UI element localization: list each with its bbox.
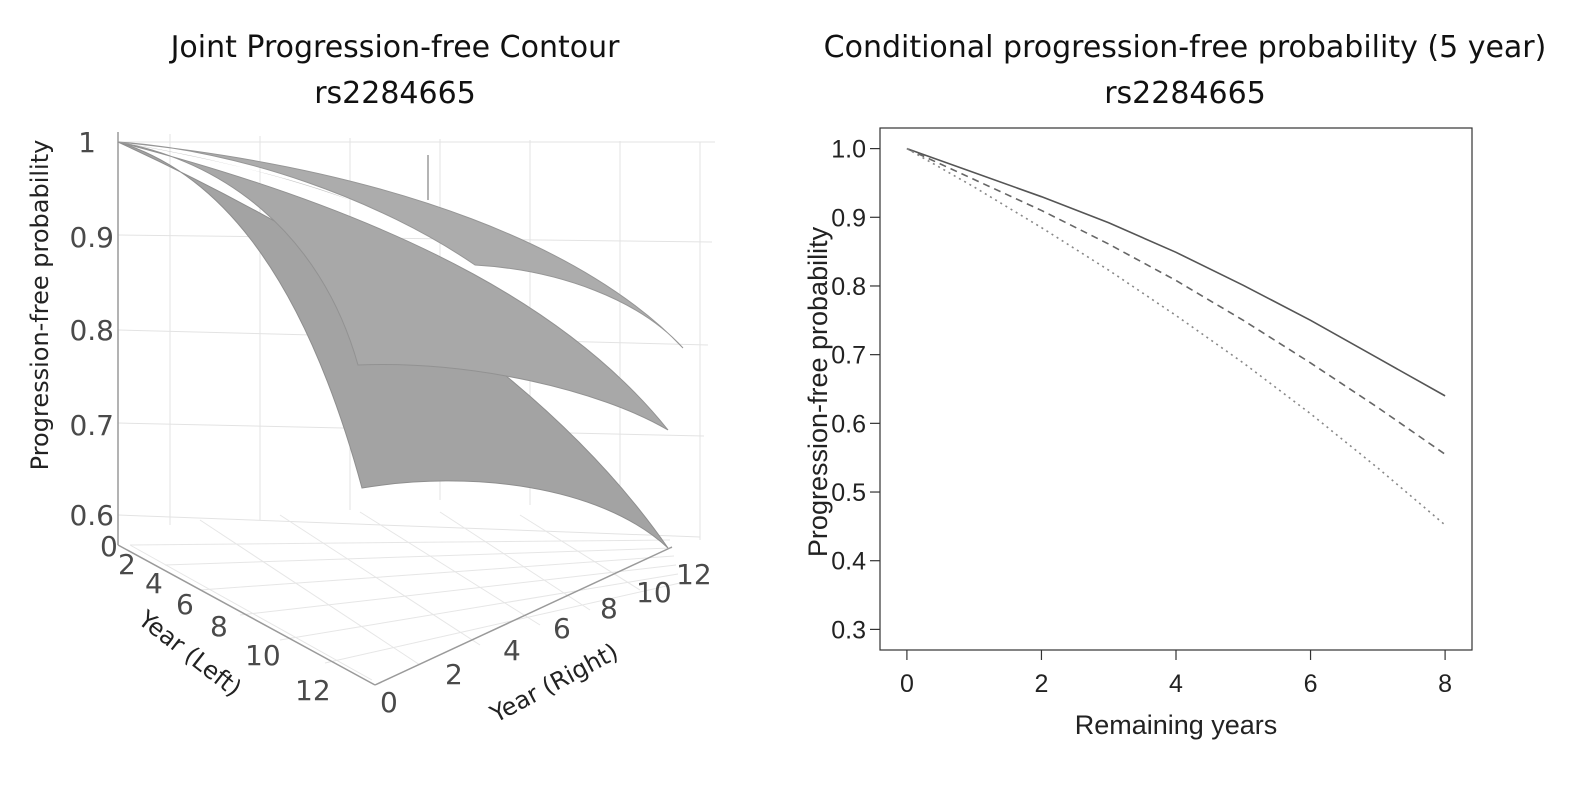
z-tick-label: 0.8 — [69, 314, 114, 347]
y-tick-label: 0 — [380, 686, 398, 719]
x-tick-label: 6 — [176, 588, 194, 621]
y-tick-label: 6 — [553, 612, 571, 645]
y-tick-label: 1.0 — [831, 136, 866, 164]
y-tick-label: 12 — [676, 558, 712, 591]
left-chart-subtitle: rs2284665 — [314, 76, 476, 111]
left-chart-title: Joint Progression-free Contour — [170, 30, 620, 65]
y-tick-label: 0.7 — [831, 342, 866, 370]
x-tick-label: 4 — [145, 567, 163, 600]
conditional-probability-panel: Conditional progression-free probability… — [790, 0, 1580, 786]
x-tick-label: 2 — [1035, 670, 1049, 698]
z-axis-label: Progression-free probability — [26, 140, 54, 471]
z-axis-ticks: 1 0.9 0.8 0.7 0.6 — [69, 126, 114, 532]
x-axis-ticks: 0 2 4 6 8 — [900, 650, 1452, 698]
z-tick-label: 0.9 — [69, 221, 114, 254]
z-tick-label: 0.7 — [69, 409, 114, 442]
y-tick-label: 0.9 — [831, 204, 866, 232]
x-tick-label: 2 — [118, 548, 136, 581]
y-tick-label: 4 — [503, 634, 521, 667]
series-line-solid — [906, 147, 1446, 397]
y-tick-label: 0.5 — [831, 479, 866, 507]
joint-contour-panel: Joint Progression-free Contour rs2284665 — [26, 30, 715, 729]
conditional-probability-line-chart: 1.0 0.9 0.8 0.7 0.6 0.5 0.4 0.3 0 2 4 6 8 Remaining… — [803, 127, 1473, 740]
plot-frame — [879, 127, 1473, 651]
y-tick-label: 10 — [636, 576, 672, 609]
y-tick-label: 2 — [445, 658, 463, 691]
y-axis-label: Progression-free probability — [803, 226, 833, 557]
surface-middle — [117, 141, 669, 431]
x-axis-label: Remaining years — [1075, 710, 1278, 740]
joint-contour-3d-plot: 1 0.9 0.8 0.7 0.6 Progression-free proba… — [26, 126, 715, 729]
axis-frame — [117, 132, 673, 686]
x-tick-label: 4 — [1169, 670, 1183, 698]
y-axis-ticks: 0 2 4 6 8 10 12 — [380, 558, 712, 719]
y-tick-label: 0.6 — [831, 410, 866, 438]
x-tick-label: 8 — [210, 610, 228, 643]
y-axis-ticks: 1.0 0.9 0.8 0.7 0.6 0.5 0.4 0.3 — [831, 136, 880, 644]
x-tick-label: 8 — [1438, 670, 1452, 698]
surface-upper — [117, 141, 684, 349]
x-tick-label: 0 — [900, 670, 914, 698]
x-tick-label: 0 — [100, 530, 118, 563]
series-line-dotted — [906, 147, 1446, 526]
z-tick-label: 1 — [78, 126, 96, 159]
y-tick-label: 8 — [600, 592, 618, 625]
y-tick-label: 0.3 — [831, 616, 866, 644]
x-tick-label: 10 — [245, 639, 281, 672]
series-line-dashed — [906, 147, 1446, 455]
z-tick-label: 0.6 — [69, 499, 114, 532]
right-chart-subtitle: rs2284665 — [1104, 76, 1266, 111]
x-axis-ticks: 0 2 4 6 8 10 12 — [100, 530, 331, 707]
x-tick-label: 12 — [295, 674, 331, 707]
floor-grid — [129, 511, 681, 681]
y-tick-label: 0.8 — [831, 273, 866, 301]
x-tick-label: 6 — [1304, 670, 1318, 698]
right-chart-title: Conditional progression-free probability… — [823, 30, 1547, 65]
series-lines — [906, 147, 1446, 526]
surface-group — [117, 141, 684, 549]
y-tick-label: 0.4 — [831, 548, 866, 576]
